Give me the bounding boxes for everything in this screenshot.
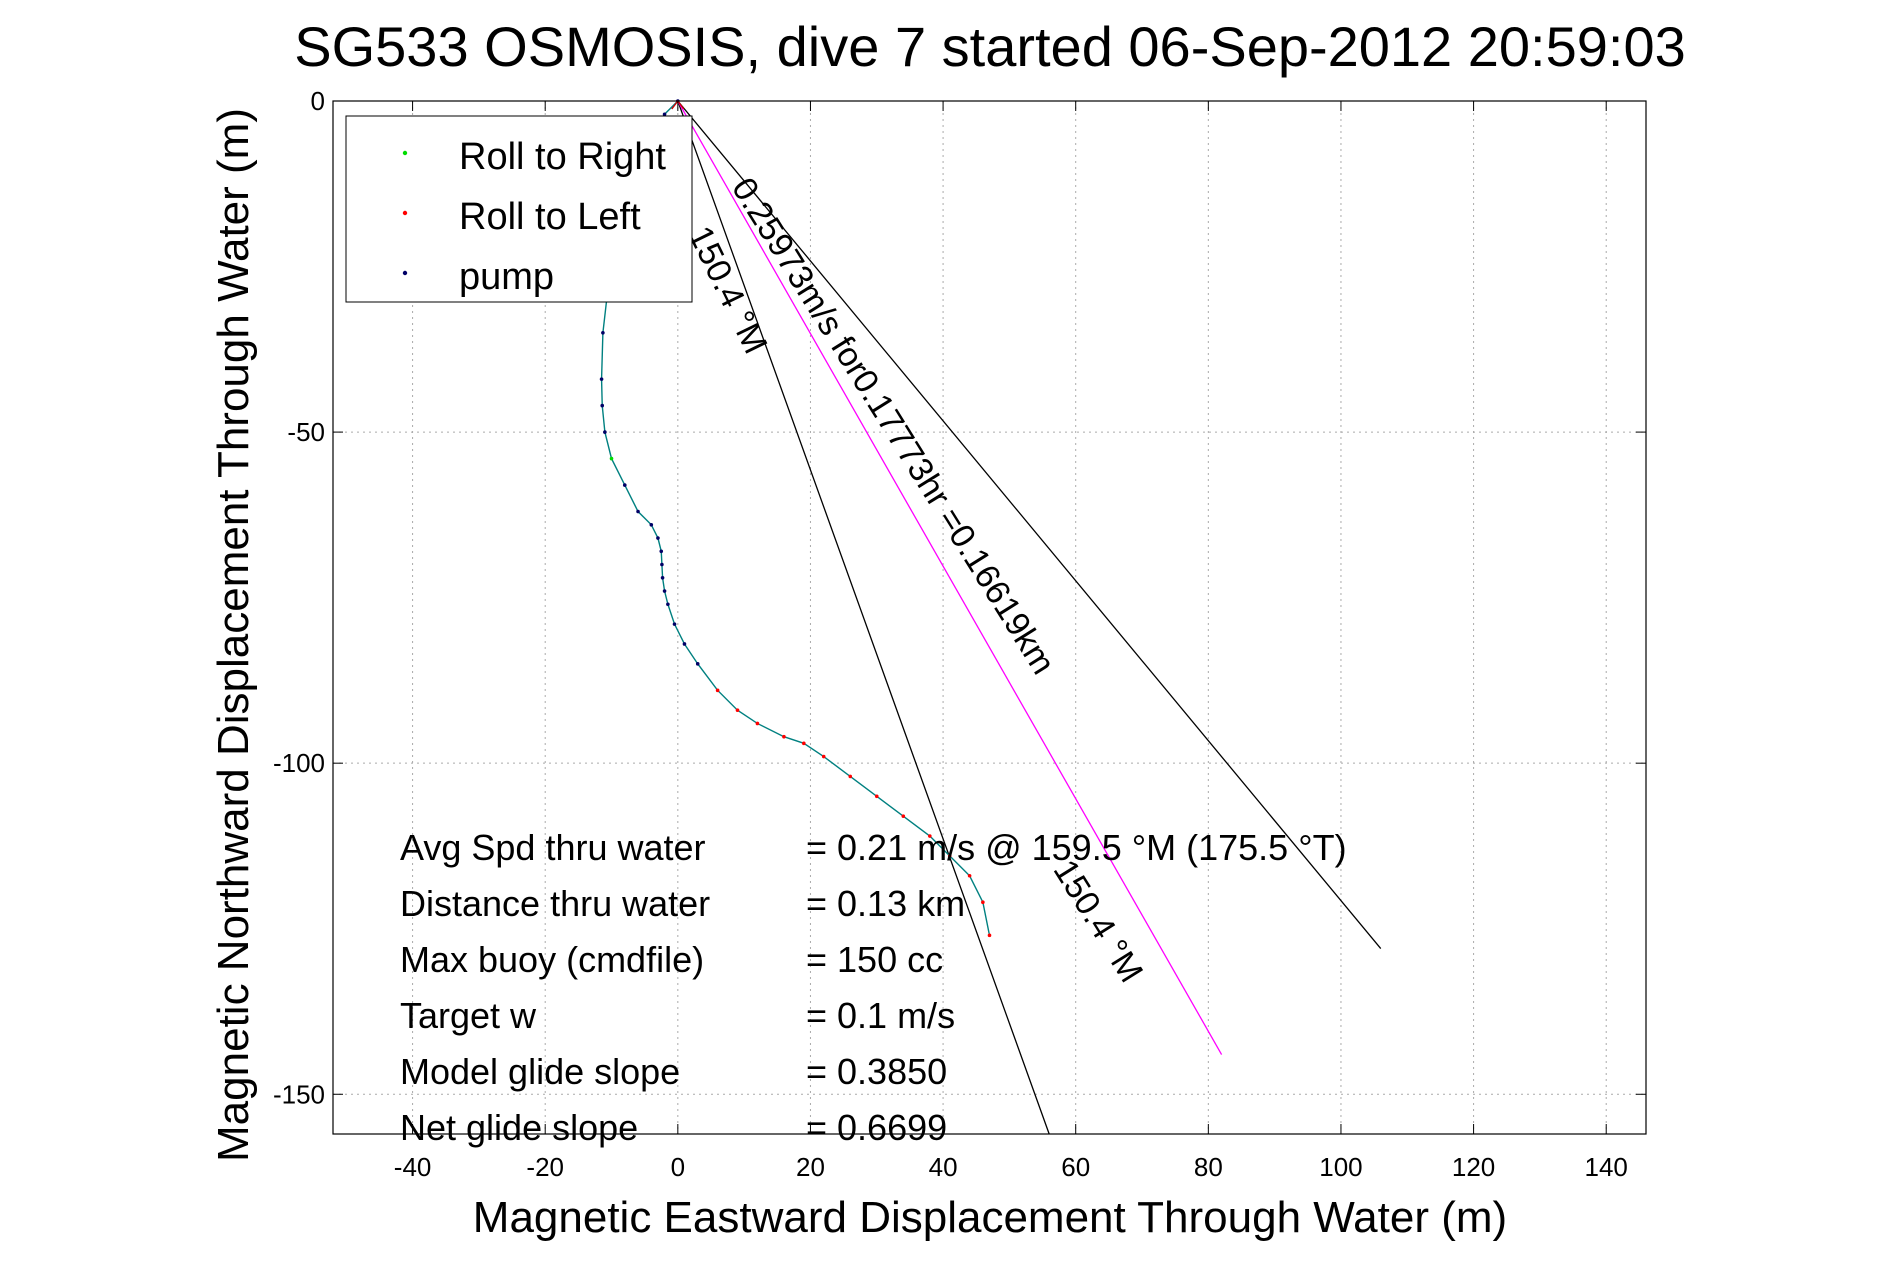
track-point [656,536,660,540]
track-point [662,589,667,593]
legend-label: Roll to Left [459,196,641,238]
x-tick-label: 140 [1585,1152,1628,1182]
track-point [662,112,667,117]
stat-label: Distance thru water [400,883,710,924]
track-point [715,688,720,693]
track-point [967,873,972,878]
stat-label: Max buoy (cmdfile) [400,939,704,980]
track-point [599,377,604,381]
x-tick-label: -20 [526,1152,564,1182]
track-point [901,814,906,818]
stat-value: = 0.6699 [806,1107,947,1148]
track-point [947,854,952,858]
heading-line-2 [677,100,1382,950]
legend-box [345,115,693,303]
legend-label: Roll to Right [459,136,666,178]
track-point [755,721,760,726]
x-tick-label: 40 [929,1152,958,1182]
track-point [848,774,853,779]
grid-lines [333,100,1646,1134]
stats-block: Avg Spd thru water = 0.21 m/s @ 159.5 °M … [400,827,1347,1148]
track-point [802,741,806,746]
x-tick-label: 20 [796,1152,825,1182]
track-point [821,754,826,759]
chart-title: SG533 OSMOSIS, dive 7 started 06-Sep-201… [294,15,1686,78]
legend: Roll to Right Roll to Left pump [345,115,693,303]
legend-marker [402,270,408,276]
track-point [603,430,607,434]
track-point [636,509,640,514]
y-tick-label: 0 [311,86,325,116]
stat-label: Target w [400,995,537,1036]
stat-label: Model glide slope [400,1051,680,1092]
track-point [682,642,687,646]
x-tick-label: 100 [1319,1152,1362,1182]
track-point [600,403,605,408]
track-point [660,562,664,567]
x-tick-label: -40 [394,1152,432,1182]
track-point [695,662,700,666]
track-point [735,708,740,713]
track-point [672,622,677,626]
track-point [874,794,879,799]
x-tick-label: 60 [1061,1152,1090,1182]
x-tick-label: 120 [1452,1152,1495,1182]
reference-lines [677,100,1382,1135]
stat-value: = 0.21 m/s @ 159.5 °M (175.5 °T) [806,827,1347,868]
track-point [666,602,670,607]
heading-line-1 [677,100,1050,1135]
stat-value: = 0.1 m/s [806,995,955,1036]
legend-label: pump [459,256,554,298]
stat-value: = 150 cc [806,939,943,980]
speed-line [677,100,1223,1055]
axis-ticks: -40 -20 0 20 40 60 80 100 120 140 0 -50 -100 -150 [273,86,1646,1182]
track-point [987,933,992,938]
track-point [622,483,627,487]
y-tick-label: -100 [273,748,325,778]
track-point [601,330,605,335]
legend-marker [402,210,408,216]
track-point [928,834,932,838]
track-point [659,549,664,554]
track-point [981,900,985,905]
track-point [609,456,614,461]
track-point [649,522,654,527]
x-tick-label: 0 [671,1152,685,1182]
y-tick-label: -50 [287,417,325,447]
legend-marker [402,150,408,156]
track-point [660,575,665,580]
y-axis-label: Magnetic Northward Displacement Through … [209,108,258,1162]
stat-label: Avg Spd thru water [400,827,706,868]
stat-value: = 0.3850 [806,1051,947,1092]
stat-label: Net glide slope [400,1107,638,1148]
y-tick-label: -150 [273,1079,325,1109]
plot-frame [332,100,1647,1135]
x-tick-label: 80 [1194,1152,1223,1182]
x-axis-label: Magnetic Eastward Displacement Through W… [473,1193,1507,1242]
track-point [782,734,786,739]
stat-value: = 0.13 km [806,883,965,924]
